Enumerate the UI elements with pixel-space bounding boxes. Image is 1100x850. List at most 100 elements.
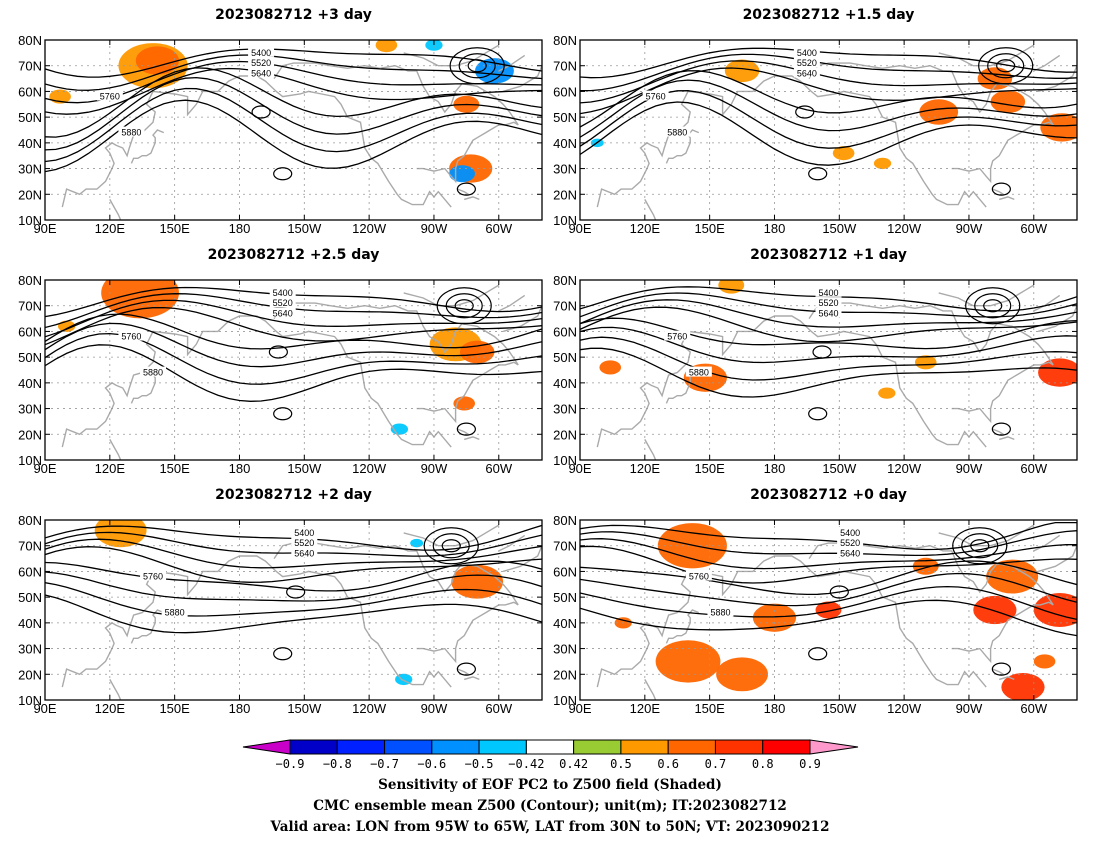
lon-tick-label: 90W xyxy=(956,461,983,474)
z500-contour xyxy=(45,48,542,78)
coastline xyxy=(273,542,519,664)
sensitivity-shade xyxy=(1038,358,1077,387)
z500-contour xyxy=(580,79,1077,138)
z500-contour xyxy=(580,306,1077,343)
lat-tick-label: 80N xyxy=(18,513,42,528)
lon-tick-label: 120E xyxy=(95,221,126,234)
z500-contour xyxy=(45,546,542,583)
z500-contour xyxy=(45,67,542,138)
colorbar-tick-label: 0.8 xyxy=(751,757,774,771)
panel-title: 2023082712 +1.5 day xyxy=(742,7,915,23)
sensitivity-shade xyxy=(919,99,959,125)
contour-label: 5880 xyxy=(121,128,141,138)
lat-tick-label: 30N xyxy=(553,162,577,177)
lon-tick-label: 180 xyxy=(764,461,786,474)
z500-contour xyxy=(580,101,1077,166)
z500-contour xyxy=(580,545,1077,584)
lat-tick-label: 80N xyxy=(553,513,577,528)
sensitivity-shade xyxy=(410,538,424,548)
coastline xyxy=(992,188,1004,195)
coastline xyxy=(999,196,1015,201)
coastline xyxy=(457,428,469,435)
z500-contour xyxy=(580,530,1077,557)
sensitivity-shade xyxy=(57,320,76,332)
panel-title: 2023082712 +2.5 day xyxy=(207,247,380,263)
z500-contour xyxy=(45,582,542,617)
contour-label: 5760 xyxy=(646,92,666,102)
lat-tick-label: 40N xyxy=(18,616,42,631)
lat-tick-label: 20N xyxy=(18,667,42,682)
z500-contour xyxy=(45,560,542,592)
coastline xyxy=(464,676,480,681)
lon-tick-label: 90E xyxy=(568,701,591,714)
z500-contour xyxy=(580,572,1077,607)
z500-contour xyxy=(580,560,1077,596)
lon-tick-label: 150W xyxy=(287,701,322,714)
coastline xyxy=(999,436,1015,441)
lat-tick-label: 30N xyxy=(553,402,577,417)
sensitivity-shade xyxy=(451,564,504,599)
lat-tick-label: 20N xyxy=(553,427,577,442)
lon-tick-label: 150E xyxy=(694,701,725,714)
colorbar-segment xyxy=(384,739,433,755)
coastline xyxy=(808,542,1054,664)
coastline xyxy=(644,199,657,220)
z500-contour xyxy=(45,99,542,173)
sensitivity-shade xyxy=(425,40,443,51)
contour-label: 5520 xyxy=(273,298,293,308)
z500-contour xyxy=(580,599,1077,637)
sensitivity-shade xyxy=(375,40,398,53)
coastline xyxy=(808,302,1054,424)
lat-tick-label: 20N xyxy=(18,427,42,442)
colorbar-segment xyxy=(289,739,338,755)
lon-tick-label: 180 xyxy=(764,221,786,234)
lat-tick-label: 70N xyxy=(18,59,42,74)
z500-contour xyxy=(45,306,542,346)
lon-tick-label: 90W xyxy=(421,221,448,234)
contour-label: 5760 xyxy=(100,92,120,102)
lat-tick-label: 70N xyxy=(18,299,42,314)
coastline xyxy=(596,75,987,208)
z500-contour xyxy=(580,521,1077,551)
lat-tick-label: 10N xyxy=(553,213,577,228)
lon-tick-label: 120W xyxy=(352,221,387,234)
coastline xyxy=(644,439,657,460)
lat-tick-label: 40N xyxy=(553,376,577,391)
lat-tick-label: 50N xyxy=(18,590,42,605)
colorbar-segment xyxy=(667,739,716,755)
lat-tick-label: 20N xyxy=(553,667,577,682)
contour-label: 5640 xyxy=(840,548,860,558)
coastline xyxy=(498,534,526,552)
lat-tick-label: 60N xyxy=(18,324,42,339)
coastline xyxy=(61,315,452,448)
contour-label: 5760 xyxy=(689,572,709,582)
panel-title: 2023082712 +0 day xyxy=(750,487,907,503)
contour-label: 5640 xyxy=(251,68,271,78)
coastline xyxy=(596,315,987,448)
lon-tick-label: 120E xyxy=(95,701,126,714)
colorbar-segment xyxy=(336,739,386,755)
lat-tick-label: 70N xyxy=(553,299,577,314)
lon-tick-label: 150E xyxy=(159,701,190,714)
sensitivity-shade xyxy=(94,520,147,548)
coastline xyxy=(1033,534,1061,552)
lon-tick-label: 180 xyxy=(229,221,251,234)
lon-tick-label: 150W xyxy=(822,701,857,714)
colorbar-max-arrow xyxy=(809,739,859,755)
lat-tick-label: 10N xyxy=(553,693,577,708)
lon-tick-label: 150E xyxy=(694,461,725,474)
lon-tick-label: 60W xyxy=(1020,461,1047,474)
contour-label: 5640 xyxy=(294,548,314,558)
coastline xyxy=(273,62,519,184)
lat-tick-label: 30N xyxy=(18,402,42,417)
contour-label: 5760 xyxy=(121,332,141,342)
z500-contour xyxy=(45,87,542,163)
lon-tick-label: 120E xyxy=(630,221,661,234)
colorbar-tick-label: −0.8 xyxy=(322,757,352,771)
lon-tick-label: 60W xyxy=(485,701,512,714)
lat-tick-label: 60N xyxy=(18,564,42,579)
lat-tick-label: 30N xyxy=(18,162,42,177)
lon-tick-label: 150W xyxy=(822,221,857,234)
coastline xyxy=(502,545,542,573)
sensitivity-shade xyxy=(135,46,179,75)
